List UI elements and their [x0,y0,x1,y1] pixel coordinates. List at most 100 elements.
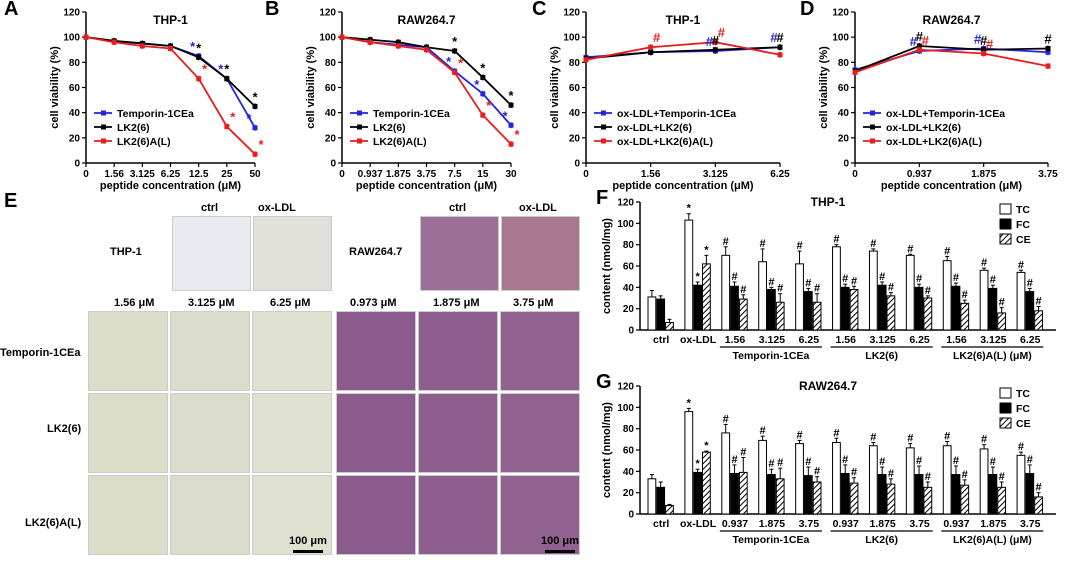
significance-mark: # [851,467,857,479]
significance-mark: * [196,40,202,55]
data-point [252,125,258,131]
x-tick-label: 0 [83,169,89,180]
x-tick-label: 3.75 [799,518,820,530]
bar [877,284,887,331]
significance-mark: # [999,471,1005,483]
bar [1025,472,1035,515]
micrograph-tile [500,393,580,473]
bar-chart-g: 0 20 40 60 80 100 120 content (nmol/mg) RAW264.7… [601,379,1056,546]
x-axis-label: peptide concentration (μM) [612,180,754,192]
data-point [395,43,401,49]
x-tick-label: 1.56 [104,169,124,180]
y-tick-label: 60 [623,446,635,457]
bar [684,219,694,331]
thp-oxldl-label: ox-LDL [258,202,296,214]
y-tick-label: 20 [569,133,581,144]
significance-mark: # [770,30,778,45]
bar [951,474,961,515]
y-tick-label: 80 [623,240,635,251]
data-point [583,57,589,63]
bar [960,484,970,515]
data-point [712,47,718,53]
group-label: Temporin-1CEa [732,350,809,362]
significance-mark: # [962,289,968,301]
data-point [648,44,654,50]
bar [795,443,804,515]
significance-mark: # [916,455,922,467]
significance-mark: # [981,434,987,446]
legend-label: ox-LDL+Temporin-1CEa [886,108,1005,120]
chart-title: THP-1 [811,195,846,209]
data-point [916,47,922,53]
legend-label: ox-LDL+LK2(6)A(L) [886,136,982,148]
bar [840,286,850,331]
x-tick-label: ctrl [653,334,669,346]
x-tick-label: 3.125 [869,334,895,346]
x-tick-label: 3.75 [909,518,930,530]
significance-mark: # [944,245,950,257]
micrograph-tile [252,311,332,391]
significance-mark: * [224,62,230,77]
legend-label: CE [1016,234,1031,246]
group-label: LK2(6) [865,534,898,546]
chart-title: RAW264.7 [397,13,455,27]
bar [693,284,702,331]
micrograph-tile [336,393,416,473]
legend-label: LK2(6)A(L) [117,136,171,148]
significance-mark: # [740,446,746,458]
legend-label: ox-LDL+LK2(6)A(L) [617,136,713,148]
bar [849,482,859,515]
x-tick-label: 0 [852,169,858,180]
x-tick-label: 1.56 [641,169,661,180]
significance-mark: * [508,88,514,103]
data-point [139,43,145,49]
y-tick-label: 120 [563,8,580,19]
data-point [252,151,258,157]
significance-mark: # [740,284,746,296]
legend-marker [601,124,606,130]
significance-mark: * [252,89,258,104]
x-tick-label: 30 [505,169,517,180]
significance-mark: # [990,456,996,468]
bar [665,504,674,515]
micrograph-tile [88,311,168,391]
legend-marker [357,138,362,144]
significance-mark: # [833,234,839,246]
series-line [854,45,1049,72]
row-label-lk26: LK2(6) [47,423,82,435]
bar [997,486,1007,515]
data-point [196,76,202,82]
significance-mark: # [907,243,913,255]
significance-mark: # [1027,454,1033,466]
micrograph-tile [170,393,250,473]
significance-mark: # [962,469,968,481]
micrograph-raw-oxldl [501,216,580,291]
data-point [648,49,654,55]
significance-mark: # [925,471,931,483]
y-tick-label: 100 [832,33,849,44]
scale-bar-thp [293,550,323,553]
group-label: LK2(6)A(L) (μM) [953,534,1032,546]
bar [738,471,748,515]
significance-mark: # [916,29,924,44]
data-point [452,48,458,54]
y-tick-label: 60 [569,83,581,94]
legend-marker [357,124,362,130]
legend-label: LK2(6) [373,122,406,134]
legend-marker [601,138,606,144]
x-tick-label: 6.25 [1020,334,1041,346]
data-point [252,103,258,109]
y-tick-label: 0 [74,159,80,170]
significance-mark: # [777,283,783,295]
legend-swatch [999,218,1012,230]
legend-swatch [999,203,1012,215]
group-label: LK2(6) [865,350,898,362]
bar [1016,454,1026,515]
y-tick-label: 100 [617,219,634,230]
bar [886,295,896,331]
bar [951,285,961,331]
significance-mark: # [1044,31,1052,46]
bar [905,447,915,515]
legend-label: FC [1016,219,1030,231]
x-tick-label: 50 [249,169,261,180]
